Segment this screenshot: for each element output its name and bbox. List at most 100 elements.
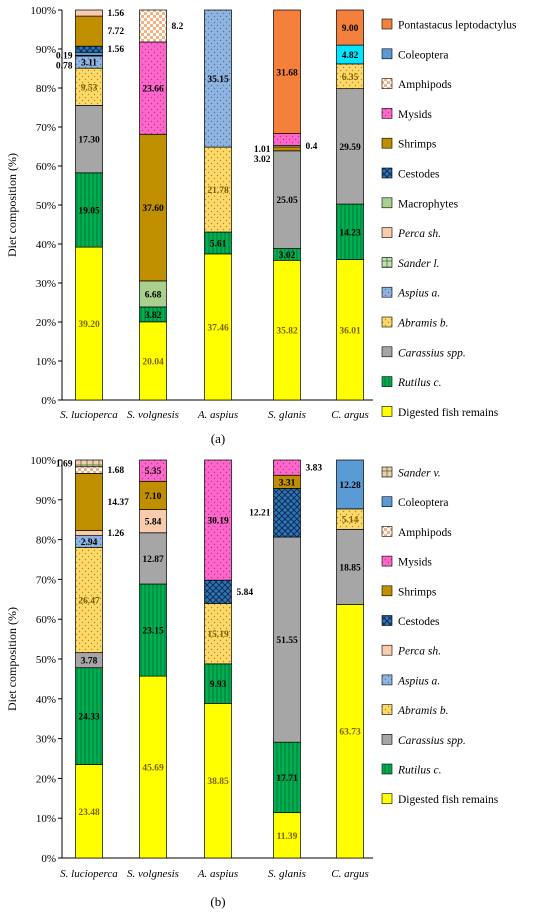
legend-label: Aspius a. <box>397 675 440 687</box>
bar-segment-digested <box>204 703 232 859</box>
y-tick-label: 10% <box>36 813 56 825</box>
bar-segment-pontastacus <box>273 9 301 134</box>
data-label: 8.2 <box>172 22 184 32</box>
legend-swatch-mysids <box>381 108 393 119</box>
legend-label: Abramis b. <box>397 318 448 330</box>
data-label: 12.21 <box>249 509 271 519</box>
legend-label: Carassius spp. <box>398 735 466 747</box>
bar-segment-digested <box>75 246 103 401</box>
bar-segment-abramis <box>204 146 232 233</box>
bar-segment-carassius <box>273 536 301 743</box>
bar-segment-abramis <box>75 67 103 106</box>
data-label: 12.87 <box>142 555 164 565</box>
y-tick-label: 0% <box>41 853 56 865</box>
data-label: 3.11 <box>81 59 97 69</box>
legend-swatch-perca <box>381 227 393 238</box>
bar-segment-rutilus <box>336 203 364 260</box>
bar-segment-rutilus <box>75 667 103 765</box>
data-label: 23.66 <box>142 85 164 95</box>
bar-segment-shrimps <box>273 146 301 152</box>
data-label: 0.19 <box>56 52 73 62</box>
y-tick-label: 70% <box>36 122 56 134</box>
data-label: 39.20 <box>78 320 100 330</box>
bar-segment-abramis <box>204 603 232 665</box>
data-label: 35.82 <box>276 327 298 337</box>
legend-swatch-aspius <box>381 286 393 298</box>
data-label: 9.00 <box>342 24 359 34</box>
data-label: 11.39 <box>277 832 298 842</box>
data-label: 7.10 <box>145 492 162 502</box>
data-label: 3.82 <box>145 311 162 321</box>
data-label: 12.28 <box>339 481 361 491</box>
bar-segment-cestodes <box>75 45 103 53</box>
data-label: 38.85 <box>207 777 229 787</box>
legend-label: Perca sh. <box>397 646 441 658</box>
legend-swatch-carassius <box>381 346 393 358</box>
bar-segment-shrimps <box>139 480 167 510</box>
data-label: 0.78 <box>56 62 73 72</box>
x-category-label: S. lucioperca <box>60 409 118 421</box>
legend-label: Amphipods <box>398 527 452 539</box>
legend-label: Cestodes <box>398 169 440 181</box>
legend-swatch-abramis <box>381 704 393 715</box>
legend-label: Coleoptera <box>398 497 448 509</box>
legend-swatch-aspius <box>381 674 393 686</box>
y-tick-label: 0% <box>41 395 56 407</box>
bar-segment-digested <box>139 675 167 859</box>
bar-segment-digested <box>204 253 232 401</box>
data-label: 7.72 <box>108 27 125 37</box>
x-category-label: C. argus <box>331 409 369 421</box>
bar-segment-carassius <box>139 532 167 585</box>
legend-label: Sander l. <box>398 258 440 270</box>
data-label: 23.15 <box>142 627 164 637</box>
data-label: 1.56 <box>108 45 125 55</box>
bar-segment-macrophytes <box>139 280 167 308</box>
y-tick-label: 80% <box>36 83 56 95</box>
y-axis-title: Diet composition (%) <box>5 607 19 711</box>
data-label: 23.48 <box>78 808 100 818</box>
y-tick-label: 40% <box>36 239 56 251</box>
bar-segment-shrimps <box>75 473 103 531</box>
data-label: 9.53 <box>81 83 98 93</box>
legend-swatch-digested <box>381 406 393 417</box>
data-label: 5.61 <box>210 239 227 249</box>
x-category-label: S. glanis <box>268 868 306 880</box>
bar-segment-sander_v <box>75 459 103 468</box>
data-label: 37.46 <box>207 323 229 333</box>
legend-swatch-amphipods <box>381 78 393 89</box>
legend-swatch-macrophytes <box>381 197 393 209</box>
data-label: 20.04 <box>142 357 164 367</box>
panel-caption: (b) <box>210 894 225 909</box>
data-label: 36.01 <box>339 326 361 336</box>
data-label: 0.4 <box>306 142 318 152</box>
x-category-label: A. aspius <box>197 409 238 421</box>
legend-label: Shrimps <box>398 139 437 151</box>
data-label: 9.93 <box>210 680 227 690</box>
data-label: 1.26 <box>108 529 125 539</box>
data-label: 19.05 <box>78 206 100 216</box>
legend-label: Pontastacus leptodactylus <box>398 20 517 32</box>
data-label: 31.68 <box>276 68 298 78</box>
data-label: 45.69 <box>142 764 164 774</box>
data-label: 17.30 <box>78 136 100 146</box>
x-category-label: C. argus <box>331 868 369 880</box>
legend-swatch-digested <box>381 793 393 805</box>
bar-segment-mysids <box>273 459 301 476</box>
legend-swatch-perca <box>381 644 393 656</box>
y-tick-label: 20% <box>36 317 56 329</box>
x-category-label: S. volgnesis <box>127 409 179 421</box>
legend-label: Digested fish remains <box>398 407 499 419</box>
bar-segment-rutilus <box>75 172 103 248</box>
legend-label: Aspius a. <box>397 288 440 300</box>
legend-swatch-shrimps <box>381 137 393 149</box>
legend-swatch-sander_l <box>381 257 393 268</box>
y-tick-label: 90% <box>36 495 56 507</box>
data-label: 6.35 <box>342 73 359 83</box>
x-category-label: S. glanis <box>268 409 306 421</box>
bar-segment-shrimps <box>75 15 103 47</box>
data-label: 14.37 <box>108 498 130 508</box>
data-label: 18.85 <box>339 563 361 573</box>
legend-swatch-carassius <box>381 733 393 745</box>
legend-label: Cestodes <box>398 616 440 628</box>
panel-caption: (a) <box>211 431 225 446</box>
